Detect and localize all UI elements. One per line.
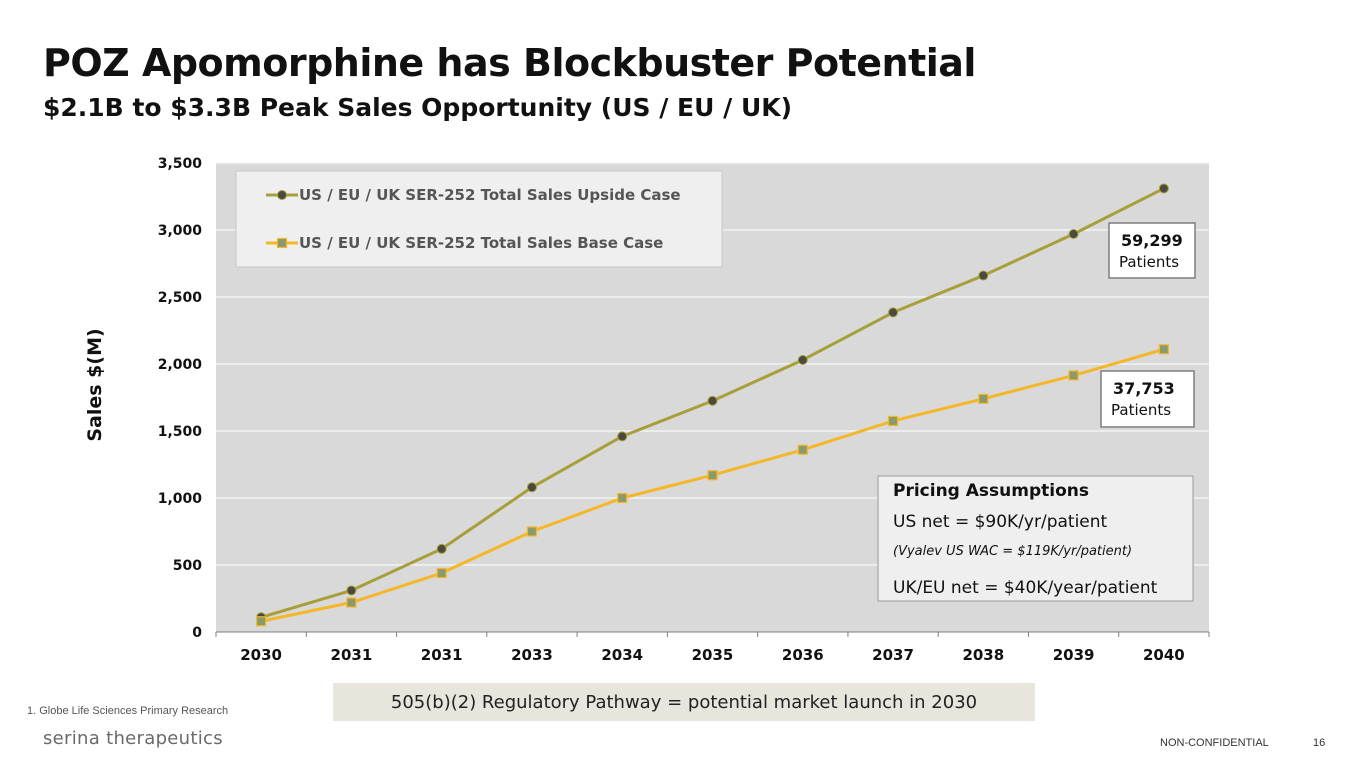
x-tick-label: 2034 [601, 646, 643, 664]
series-point-1 [617, 492, 628, 504]
series-point-0 [526, 482, 537, 493]
series-point-1 [707, 470, 718, 481]
series-point-1 [436, 567, 447, 579]
series-point-1 [1068, 370, 1079, 381]
series-point-0 [617, 431, 628, 442]
y-tick-label: 500 [173, 558, 202, 574]
legend-box [235, 170, 723, 268]
x-tick-label: 2039 [1053, 646, 1095, 664]
series-point-1 [256, 616, 267, 627]
legend-marker-0 [277, 190, 287, 200]
y-tick-label: 3,000 [158, 223, 203, 239]
patients-label: Patients [1119, 253, 1179, 271]
series-point-1 [1158, 344, 1169, 355]
pricing-us-net: US net = $90K/yr/patient [893, 512, 1108, 532]
legend-label-0: US / EU / UK SER-252 Total Sales Upside … [299, 186, 681, 204]
pricing-uk-eu-net: UK/EU net = $40K/year/patient [893, 578, 1158, 598]
series-point-0 [978, 270, 989, 281]
y-tick-label: 1,000 [158, 491, 203, 507]
x-tick-label: 2038 [962, 646, 1004, 664]
series-point-0 [1068, 229, 1079, 240]
x-tick-label: 2035 [692, 646, 734, 664]
series-point-0 [436, 543, 447, 554]
y-tick-label: 2,500 [158, 290, 203, 306]
x-tick-label: 2037 [872, 646, 914, 664]
y-tick-label: 3,500 [158, 156, 203, 172]
pricing-heading: Pricing Assumptions [893, 481, 1089, 501]
regulatory-pathway-banner: 505(b)(2) Regulatory Pathway = potential… [333, 683, 1035, 721]
x-tick-label: 2030 [240, 646, 282, 664]
company-logo: serina therapeutics [43, 728, 223, 749]
series-point-1 [797, 444, 808, 455]
series-point-1 [526, 526, 538, 537]
series-point-0 [707, 395, 718, 406]
patients-count: 59,299 [1121, 231, 1183, 250]
y-tick-label: 2,000 [158, 357, 203, 373]
patients-callout-box [1100, 370, 1195, 428]
x-tick-label: 2040 [1143, 646, 1185, 664]
legend-label-1: US / EU / UK SER-252 Total Sales Base Ca… [299, 234, 663, 252]
x-tick-label: 2031 [421, 646, 463, 664]
x-tick-label: 2036 [782, 646, 824, 664]
legend-marker-1 [276, 237, 288, 249]
series-point-0 [346, 585, 357, 596]
slide-title: POZ Apomorphine has Blockbuster Potentia… [43, 41, 976, 85]
patients-label: Patients [1111, 401, 1171, 419]
patients-callout-box [1108, 222, 1196, 279]
series-point-1 [978, 393, 989, 404]
page-number: 16 [1313, 737, 1326, 749]
series-point-0 [888, 307, 899, 318]
y-axis-label: Sales $(M) [84, 328, 106, 441]
y-tick-label: 1,500 [158, 424, 203, 440]
x-tick-label: 2031 [331, 646, 373, 664]
pricing-assumptions-box [877, 475, 1194, 602]
slide-subtitle: $2.1B to $3.3B Peak Sales Opportunity (U… [43, 93, 793, 122]
series-point-0 [1158, 183, 1169, 194]
confidentiality-label: NON-CONFIDENTIAL [1160, 737, 1269, 749]
patients-count: 37,753 [1113, 379, 1175, 398]
footnote: 1. Globe Life Sciences Primary Research [27, 705, 229, 717]
pricing-note: (Vyalev US WAC = $119K/yr/patient) [893, 544, 1132, 559]
series-point-0 [797, 354, 808, 365]
series-point-1 [346, 597, 357, 608]
x-tick-label: 2033 [511, 646, 553, 664]
y-tick-label: 0 [192, 625, 202, 641]
series-point-1 [887, 415, 899, 427]
